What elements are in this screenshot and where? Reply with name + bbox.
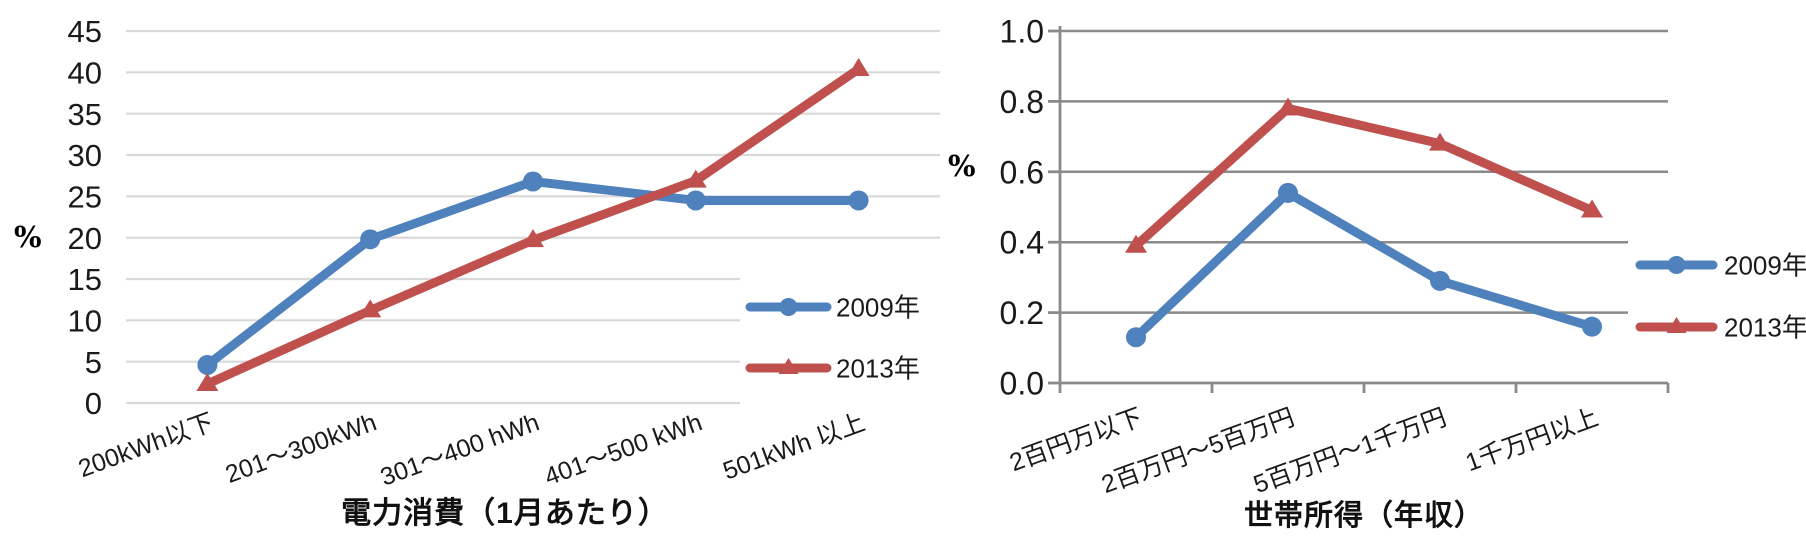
household-income-chart: 0.0 0.2 0.4 0.6 0.8 1.0% 2百円万以下 2百万円～5百万円 5百万円～1… xyxy=(945,0,1806,552)
data-point-marker-triangle xyxy=(1125,234,1147,253)
legend-label: 2013年 xyxy=(1724,312,1806,342)
data-point-marker-circle xyxy=(1430,270,1450,291)
legend-swatch-marker xyxy=(1666,317,1687,333)
legend-box xyxy=(740,260,945,412)
series-line-2013年 xyxy=(1131,103,1597,251)
x-category-label: 401～500 kWh xyxy=(541,408,706,491)
y-tick-label: 0.0 xyxy=(1000,366,1044,402)
y-tick-label: 45 xyxy=(68,14,102,49)
y-tick-label: 1.0 xyxy=(1000,14,1044,50)
data-point-marker-circle xyxy=(360,229,381,250)
electricity-chart-title: 電力消費（1月あたり） xyxy=(341,497,669,530)
y-tick-label: 10 xyxy=(68,303,102,338)
y-tick-label: 0 xyxy=(85,386,102,421)
x-category-label: 201～300kWh xyxy=(222,408,380,489)
y-tick-label: 40 xyxy=(68,55,102,90)
data-point-marker-circle xyxy=(1278,182,1298,203)
y-axis-unit-label: % xyxy=(948,149,976,183)
data-point-marker-triangle xyxy=(1277,97,1299,116)
legend-label: 2013年 xyxy=(836,353,920,383)
legend-swatch-marker xyxy=(1667,256,1686,274)
data-point-marker-triangle xyxy=(847,58,870,77)
x-category-label: 1千万円以上 xyxy=(1462,403,1602,477)
data-point-marker-triangle xyxy=(359,299,382,318)
data-point-marker-triangle xyxy=(684,169,707,188)
data-point-marker-triangle xyxy=(196,372,219,391)
y-tick-label: 0.4 xyxy=(1000,225,1044,261)
data-point-marker-triangle xyxy=(522,229,544,248)
data-point-marker-circle xyxy=(848,190,869,211)
x-category-label: 301～400 hWh xyxy=(377,408,543,491)
legend-swatch-marker xyxy=(778,358,799,374)
y-tick-label: 25 xyxy=(68,179,102,214)
data-point-marker-circle xyxy=(685,190,706,211)
y-tick-label: 0.2 xyxy=(1000,295,1044,331)
y-axis-unit-label: % xyxy=(14,220,42,254)
y-tick-label: 15 xyxy=(68,262,102,297)
y-tick-label: 0.8 xyxy=(1000,84,1044,120)
legend-label: 2009年 xyxy=(836,292,920,322)
y-tick-label: 20 xyxy=(68,221,102,256)
y-tick-label: 5 xyxy=(85,345,102,380)
electricity-consumption-chart: 0 5 10 15 20 25 30 35 40 45% 200kWh以下 201～300kWh 301… xyxy=(14,14,945,530)
x-category-label: 501kWh 以上 xyxy=(719,408,868,485)
y-tick-label: 0.6 xyxy=(1000,154,1044,190)
income-chart-title: 世帯所得（年収） xyxy=(1243,500,1484,532)
data-point-marker-circle xyxy=(1126,327,1146,348)
data-point-marker-circle xyxy=(197,354,218,375)
data-point-marker-triangle xyxy=(1429,132,1451,151)
legend-label: 2009年 xyxy=(1724,250,1806,280)
data-point-marker-circle xyxy=(523,171,543,192)
y-tick-label: 30 xyxy=(68,138,102,173)
y-tick-label: 35 xyxy=(68,97,102,132)
legend-swatch-marker xyxy=(779,298,798,316)
series-line-2009年 xyxy=(1131,188,1597,342)
income-chart-canvas: 0.00.20.40.60.81.0%2百円万以下2百万円～5百万円5百万円～1… xyxy=(948,14,1806,499)
data-point-marker-triangle xyxy=(1581,199,1603,218)
data-point-marker-circle xyxy=(1582,316,1602,337)
